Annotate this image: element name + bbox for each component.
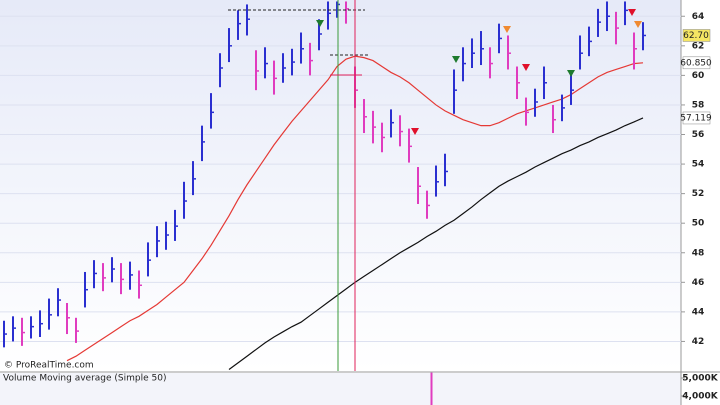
y-tick-label: 60 [692, 71, 705, 81]
y-tick-label: 52 [692, 189, 705, 199]
price-label: 62.70 [683, 31, 709, 41]
arrow [567, 70, 575, 77]
arrow [628, 9, 636, 16]
price-label: 60.850 [680, 58, 712, 68]
volume-bar [430, 372, 433, 405]
price-label-box [682, 56, 711, 70]
price-label: 57.119 [680, 113, 712, 123]
y-tick-label: 64 [692, 12, 705, 22]
plot-background [0, 0, 681, 371]
y-tick-label: 44 [692, 307, 705, 317]
y-tick-label: 5,000K [682, 373, 718, 383]
y-tick-label: 56 [692, 130, 705, 140]
arrow [503, 26, 511, 33]
y-tick-label: 62 [692, 41, 705, 51]
arrow [522, 64, 530, 71]
arrow [316, 20, 324, 27]
y-tick-label: 48 [692, 248, 705, 258]
panel-title: Volume Moving average (Simple 50) [3, 374, 166, 384]
watermark: © ProRealTime.com [4, 361, 94, 371]
y-tick-label: 54 [692, 160, 705, 170]
y-tick-label: 46 [692, 278, 705, 288]
price-label-box [682, 29, 711, 42]
price-label-box [682, 111, 711, 125]
y-tick-label: 58 [692, 100, 705, 110]
y-tick-label: 50 [692, 219, 705, 229]
arrow [634, 21, 642, 28]
arrow [452, 56, 460, 63]
signal-arrows [316, 9, 642, 135]
volume-background [0, 373, 681, 405]
moving-average [228, 117, 644, 371]
y-tick-label: 4,000K [682, 391, 718, 401]
y-tick-label: 42 [692, 337, 705, 347]
arrow [411, 128, 419, 135]
